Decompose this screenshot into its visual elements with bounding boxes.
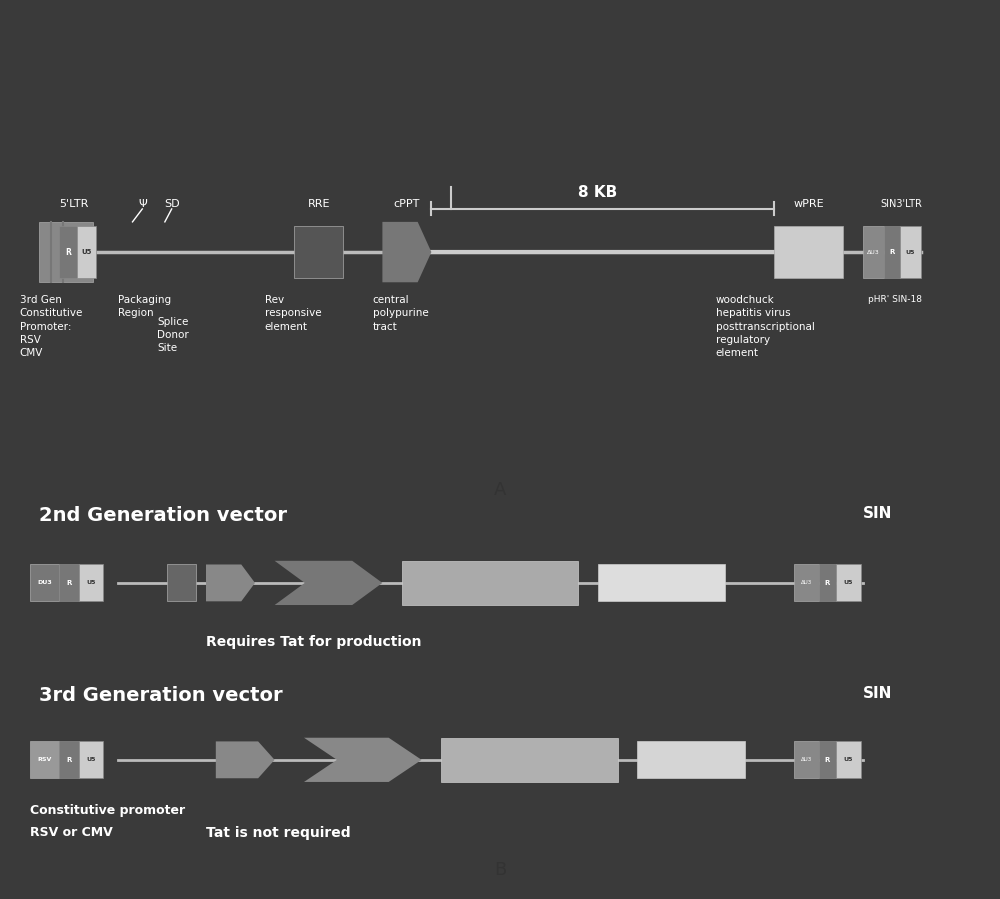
FancyBboxPatch shape (30, 565, 59, 601)
Text: Ψ: Ψ (138, 199, 147, 209)
Text: R: R (66, 580, 71, 586)
Text: U5: U5 (86, 581, 96, 585)
Text: SIN: SIN (863, 686, 892, 701)
FancyBboxPatch shape (884, 227, 900, 278)
Text: Rev
responsive
element: Rev responsive element (265, 295, 321, 332)
Text: wPRE: wPRE (793, 199, 824, 209)
FancyBboxPatch shape (441, 738, 618, 782)
FancyBboxPatch shape (836, 742, 861, 779)
FancyBboxPatch shape (637, 742, 745, 779)
FancyBboxPatch shape (863, 227, 884, 278)
Text: SD: SD (164, 199, 180, 209)
Polygon shape (216, 742, 275, 779)
Text: B: B (494, 861, 506, 879)
FancyBboxPatch shape (79, 742, 103, 779)
FancyBboxPatch shape (59, 227, 77, 278)
FancyBboxPatch shape (819, 742, 836, 779)
Text: U5: U5 (844, 581, 853, 585)
Text: R: R (65, 247, 71, 256)
Text: R: R (825, 580, 830, 586)
Text: U5: U5 (906, 250, 915, 254)
Text: 8 KB: 8 KB (578, 185, 618, 200)
Text: 2nd Generation vector: 2nd Generation vector (39, 505, 287, 524)
Text: RSV or CMV: RSV or CMV (30, 826, 112, 839)
FancyBboxPatch shape (59, 565, 79, 601)
Text: ΔU3: ΔU3 (801, 757, 812, 762)
Text: RRE: RRE (307, 199, 330, 209)
FancyBboxPatch shape (774, 227, 843, 278)
FancyBboxPatch shape (79, 565, 103, 601)
Text: ΔU3: ΔU3 (801, 581, 812, 585)
Text: U5: U5 (86, 757, 96, 762)
Text: Constitutive promoter: Constitutive promoter (30, 804, 185, 817)
Polygon shape (275, 561, 382, 605)
FancyBboxPatch shape (794, 565, 819, 601)
Text: cPPT: cPPT (394, 199, 420, 209)
Text: Splice
Donor
Site: Splice Donor Site (157, 316, 189, 353)
Text: U5: U5 (844, 757, 853, 762)
FancyBboxPatch shape (794, 742, 819, 779)
FancyBboxPatch shape (30, 742, 59, 779)
FancyBboxPatch shape (598, 565, 725, 601)
Text: Tat is not required: Tat is not required (206, 826, 351, 841)
Text: DU3: DU3 (37, 581, 52, 585)
Text: 3rd Gen
Constitutive
Promoter:
RSV
CMV: 3rd Gen Constitutive Promoter: RSV CMV (20, 295, 83, 358)
Text: Packaging
Region: Packaging Region (118, 295, 171, 318)
Text: U5: U5 (81, 249, 92, 255)
Text: SIN3'LTR: SIN3'LTR (881, 199, 923, 209)
Text: SIN: SIN (863, 505, 892, 521)
Text: R: R (889, 249, 895, 255)
Text: central
polypurine
tract: central polypurine tract (373, 295, 428, 332)
Text: R: R (66, 757, 71, 763)
Text: pHR' SIN-18: pHR' SIN-18 (868, 295, 922, 304)
Polygon shape (382, 222, 431, 282)
Text: 5'LTR: 5'LTR (59, 199, 88, 209)
Text: 3rd Generation vector: 3rd Generation vector (39, 686, 283, 705)
Text: woodchuck
hepatitis virus
posttranscriptional
regulatory
element: woodchuck hepatitis virus posttranscript… (716, 295, 814, 358)
Text: RSV: RSV (37, 757, 51, 762)
FancyBboxPatch shape (836, 565, 861, 601)
FancyBboxPatch shape (402, 561, 578, 605)
Text: R: R (825, 757, 830, 763)
Polygon shape (304, 738, 422, 782)
FancyBboxPatch shape (294, 227, 343, 278)
FancyBboxPatch shape (900, 227, 921, 278)
FancyBboxPatch shape (167, 565, 196, 601)
FancyBboxPatch shape (39, 222, 93, 282)
FancyBboxPatch shape (819, 565, 836, 601)
FancyBboxPatch shape (59, 742, 79, 779)
Text: A: A (494, 481, 506, 499)
Polygon shape (206, 565, 255, 601)
Text: ΔU3: ΔU3 (867, 250, 880, 254)
Text: Requires Tat for production: Requires Tat for production (206, 635, 422, 648)
FancyBboxPatch shape (77, 227, 96, 278)
